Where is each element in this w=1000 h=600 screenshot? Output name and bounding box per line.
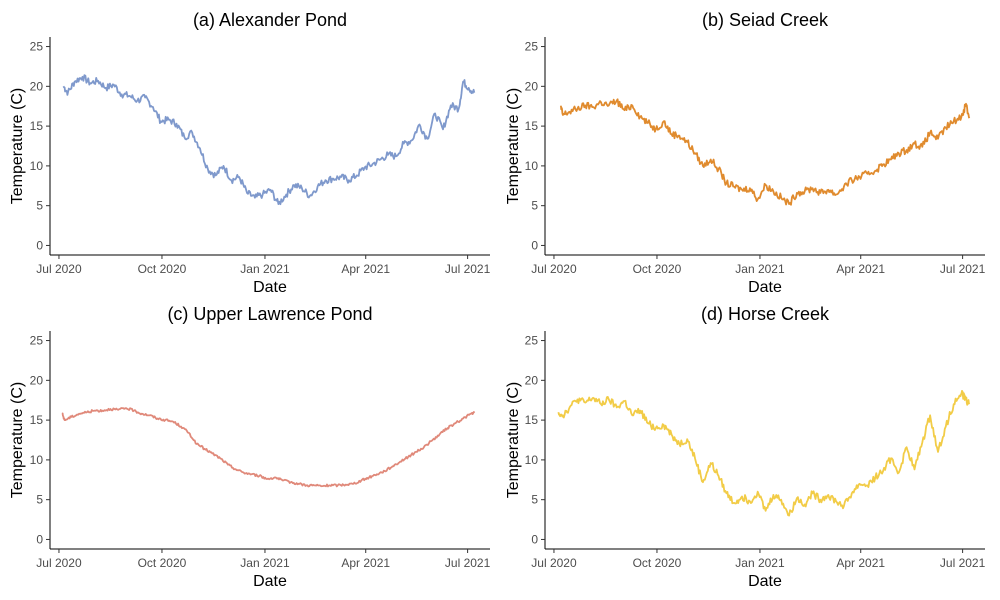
x-tick-label: Jul 2021 [940, 556, 986, 570]
temperature-series-line [557, 389, 971, 517]
panel-title: (c) Upper Lawrence Pond [167, 304, 372, 324]
y-tick-label: 25 [30, 40, 44, 54]
panel-title: (b) Seiad Creek [702, 10, 829, 30]
y-tick-label: 5 [531, 199, 538, 213]
x-tick-label: Jan 2021 [735, 556, 785, 570]
y-tick-label: 25 [525, 40, 539, 54]
panel-title: (a) Alexander Pond [193, 10, 347, 30]
x-tick-label: Jul 2020 [531, 556, 577, 570]
x-axis-label: Date [253, 573, 287, 590]
y-tick-label: 10 [525, 453, 539, 467]
x-tick-label: Apr 2021 [836, 556, 885, 570]
y-axis-label: Temperature (C) [9, 382, 26, 498]
x-tick-label: Jul 2020 [531, 262, 577, 276]
panel-2: (b) Seiad Creek 0 5 10 15 20 25 Jul 2020 Oct 202… [505, 10, 986, 296]
y-axis-label: Temperature (C) [9, 88, 26, 204]
panel-4: (d) Horse Creek 0 5 10 15 20 25 Jul 2020 Oct 202… [505, 304, 986, 590]
y-tick-label: 5 [531, 493, 538, 507]
x-tick-label: Apr 2021 [341, 262, 390, 276]
y-axis-label: Temperature (C) [505, 382, 522, 498]
y-tick-label: 15 [525, 119, 539, 133]
x-axis-label: Date [748, 573, 782, 590]
y-tick-label: 5 [36, 493, 43, 507]
y-tick-label: 10 [30, 159, 44, 173]
y-tick-label: 15 [30, 119, 44, 133]
y-tick-label: 0 [531, 532, 538, 546]
y-tick-label: 25 [525, 334, 539, 348]
y-tick-label: 20 [30, 373, 44, 387]
x-axis-label: Date [748, 279, 782, 296]
x-tick-label: Jan 2021 [240, 262, 290, 276]
y-tick-label: 10 [30, 453, 44, 467]
y-tick-label: 0 [36, 238, 43, 252]
y-tick-label: 20 [525, 373, 539, 387]
y-tick-label: 10 [525, 159, 539, 173]
y-tick-label: 0 [531, 238, 538, 252]
panel-1: (a) Alexander Pond 0 5 10 15 20 25 Jul 2020 Oct … [9, 10, 491, 296]
y-tick-label: 20 [30, 79, 44, 93]
x-tick-label: Jan 2021 [735, 262, 785, 276]
y-tick-label: 15 [30, 413, 44, 427]
x-tick-label: Jul 2021 [940, 262, 986, 276]
y-tick-label: 0 [36, 532, 43, 546]
x-tick-label: Jul 2021 [445, 556, 491, 570]
y-tick-label: 20 [525, 79, 539, 93]
temperature-series-line [62, 74, 476, 206]
x-tick-label: Oct 2020 [633, 556, 682, 570]
x-tick-label: Oct 2020 [138, 262, 187, 276]
y-tick-label: 15 [525, 413, 539, 427]
x-tick-label: Jul 2020 [36, 556, 82, 570]
temperature-series-line [559, 98, 971, 206]
x-tick-label: Oct 2020 [138, 556, 187, 570]
x-tick-label: Jan 2021 [240, 556, 290, 570]
x-tick-label: Jul 2020 [36, 262, 82, 276]
x-tick-label: Apr 2021 [341, 556, 390, 570]
panel-title: (d) Horse Creek [701, 304, 830, 324]
panel-3: (c) Upper Lawrence Pond 0 5 10 15 20 25 Jul 202… [9, 304, 491, 590]
temperature-series-line [61, 407, 476, 488]
x-tick-label: Jul 2021 [445, 262, 491, 276]
y-tick-label: 25 [30, 334, 44, 348]
x-tick-label: Apr 2021 [836, 262, 885, 276]
y-axis-label: Temperature (C) [505, 88, 522, 204]
x-tick-label: Oct 2020 [633, 262, 682, 276]
x-axis-label: Date [253, 279, 287, 296]
y-tick-label: 5 [36, 199, 43, 213]
